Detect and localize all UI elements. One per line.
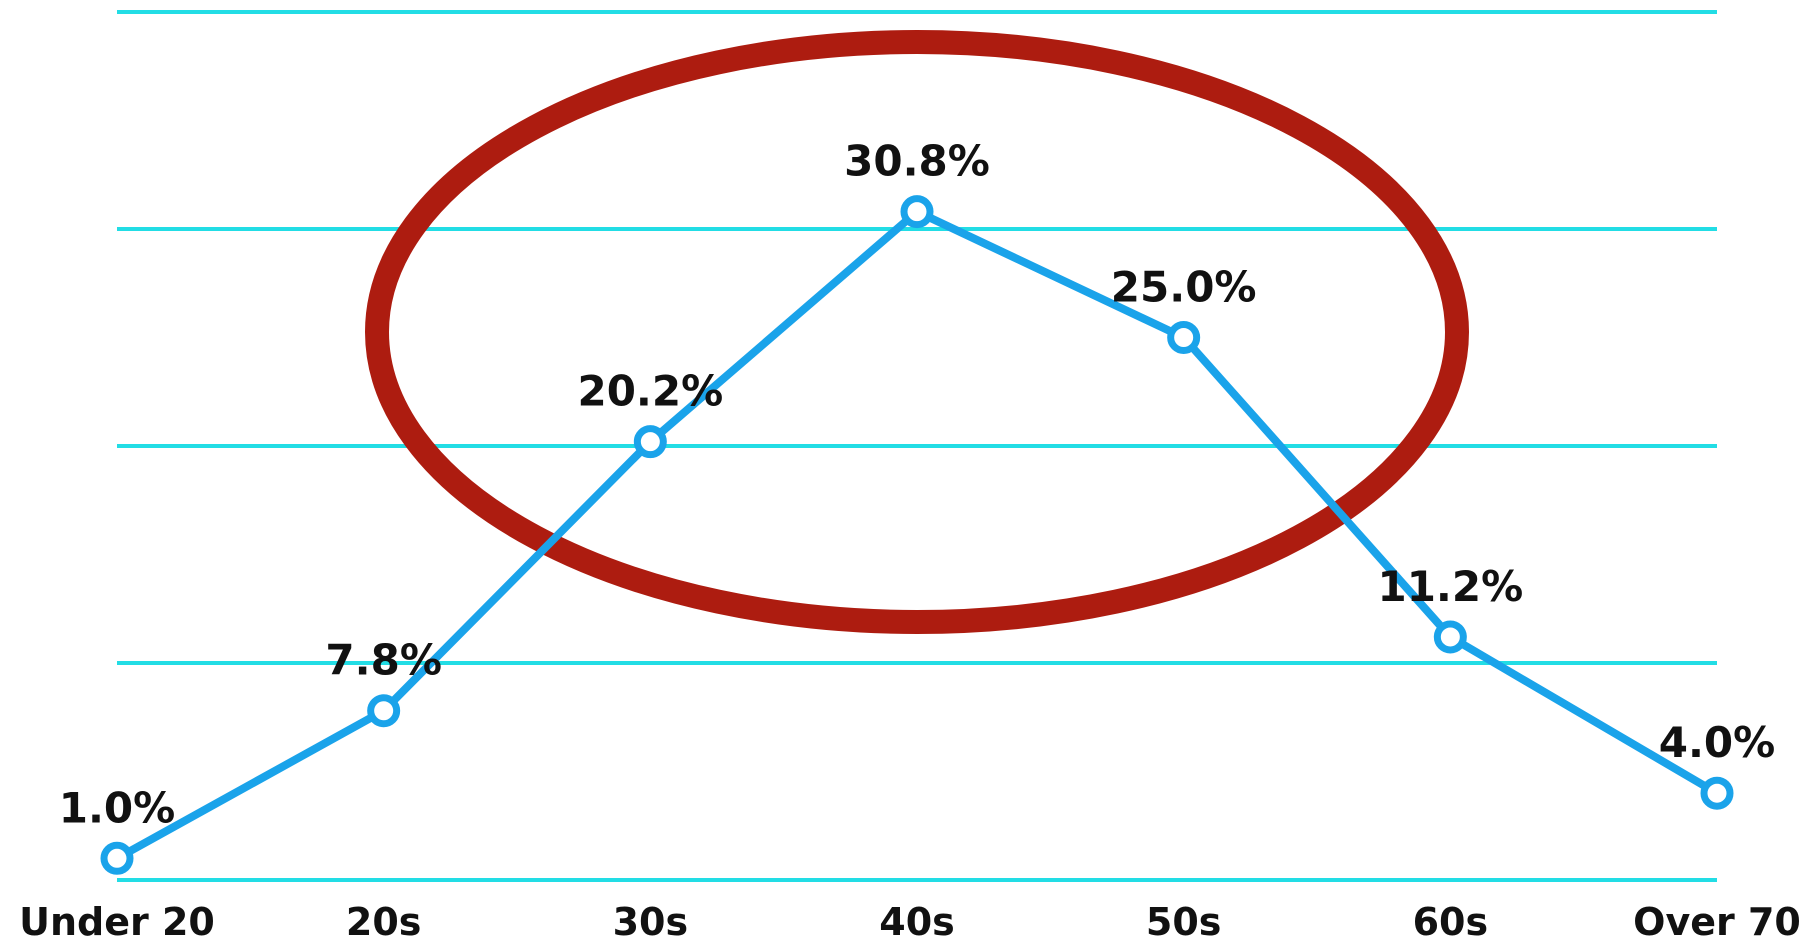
x-tick-label: 60s [1413,900,1489,944]
data-label: 4.0% [1659,718,1775,767]
data-label: 25.0% [1111,263,1257,312]
x-tick-label: Over 70 [1633,900,1801,944]
data-label: 7.8% [325,636,441,685]
data-label: 30.8% [844,137,990,186]
x-tick-label: 40s [879,900,955,944]
x-axis-tick-labels: Under 20 20s 30s 40s 50s 60s Over 70 [19,900,1801,944]
x-tick-label: Under 20 [19,900,215,944]
data-label: 1.0% [59,783,175,832]
data-point [900,195,934,229]
data-point [1700,776,1734,810]
x-tick-label: 50s [1146,900,1222,944]
data-point [1167,321,1201,354]
data-point [367,694,401,728]
gridlines [117,10,1717,882]
x-tick-label: 20s [346,900,422,944]
data-points [100,195,1734,875]
data-label: 11.2% [1377,562,1523,611]
data-point [100,841,134,875]
highlight-ellipse [365,30,1469,634]
data-labels: 1.0% 7.8% 20.2% 30.8% 25.0% 11.2% 4.0% [59,137,1775,833]
data-point [633,425,667,459]
x-tick-label: 30s [613,900,689,944]
data-point [1433,620,1467,654]
series-line [113,207,1721,863]
data-label: 20.2% [577,367,723,416]
